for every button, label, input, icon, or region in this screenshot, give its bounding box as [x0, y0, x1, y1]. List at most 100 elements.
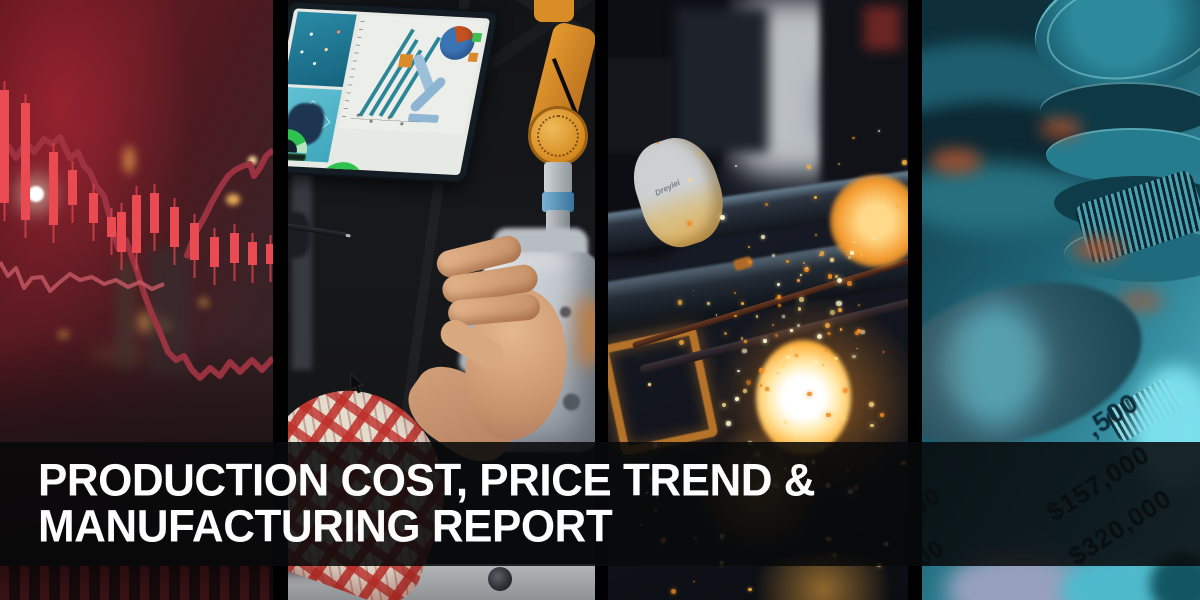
title-line-2: MANUFACTURING REPORT [38, 501, 613, 552]
spark-dot [767, 390, 770, 393]
mouse-cursor-icon [350, 374, 364, 394]
spark-dot [879, 412, 884, 417]
spark-dot [734, 314, 737, 318]
tablet-screen [288, 8, 491, 176]
spark-dot [869, 402, 874, 408]
spark-dot [882, 350, 885, 353]
city-glow [248, 156, 257, 165]
spark-dot [807, 165, 811, 169]
spark-dot [797, 323, 801, 327]
spark-dot [878, 178, 881, 181]
spark-dot [872, 237, 875, 240]
spindle [544, 162, 572, 194]
gauge-arc [316, 160, 368, 176]
spark-dot [782, 315, 785, 318]
robot-joint [528, 106, 588, 166]
warm-reflection [576, 300, 595, 364]
spark-dot [740, 337, 744, 340]
city-skyline-shadow [0, 338, 273, 450]
spark-dot [804, 267, 810, 273]
spark-dot [795, 354, 799, 358]
spark-dot [858, 303, 861, 306]
spark-dot [765, 203, 768, 206]
spark-dot [734, 396, 739, 402]
spark-dot [857, 329, 862, 334]
spark-dot [764, 374, 768, 378]
spark-dot [799, 297, 804, 302]
spark-dot [765, 387, 770, 392]
gauge-label-bar [288, 151, 307, 162]
legend-orange-swatch [467, 52, 479, 62]
spark-dot [796, 278, 800, 282]
spark-dot [755, 315, 759, 318]
orange-reflection [1040, 118, 1082, 138]
cyan-highlight [952, 300, 1042, 430]
spark-dot [849, 251, 854, 255]
spark-dot [846, 254, 849, 256]
spark-dot [856, 347, 859, 350]
spark-dot [715, 314, 718, 316]
spark-dot [734, 291, 737, 294]
spark-dot [814, 233, 817, 237]
spark-dot [719, 215, 725, 221]
spark-dot [817, 334, 823, 340]
spark-dot [688, 178, 693, 183]
gauge-row [288, 127, 373, 176]
spark-dot [782, 360, 788, 366]
spark-dot [677, 300, 683, 305]
machine-silhouette [676, 8, 768, 153]
spark-dot [647, 383, 651, 387]
spark-dot [843, 388, 849, 394]
network-chart-widget [288, 11, 357, 87]
spark-dot [787, 355, 791, 360]
spark-dot [854, 330, 859, 335]
spark-dot [852, 136, 856, 140]
title-line-1: PRODUCTION COST, PRICE TREND & [38, 455, 816, 506]
city-glow [58, 330, 69, 339]
spark-dot [776, 282, 781, 287]
spark-dot [803, 262, 805, 264]
spark-dot [692, 580, 695, 583]
orange-reflection [930, 148, 982, 174]
spark-dot [848, 255, 852, 259]
spark-dot [830, 309, 836, 315]
spark-dot [824, 323, 830, 329]
spark-dot [814, 195, 818, 199]
spark-dot [745, 379, 751, 385]
robot-arm-mount [534, 0, 574, 22]
spindle-blue-band [542, 192, 574, 212]
spark-dot [737, 369, 740, 373]
spark-dot [759, 384, 763, 388]
spark-dot [902, 160, 907, 165]
scatter-rows [348, 109, 422, 131]
spark-dot [797, 307, 802, 311]
spark-dot [776, 372, 779, 375]
spark-dot [847, 281, 852, 286]
spark-dot [723, 331, 727, 335]
spark-dot [671, 589, 676, 595]
red-helmet-hint [864, 6, 900, 50]
stylus-hand [288, 212, 310, 258]
spark-dot [741, 302, 744, 305]
orange-widget [398, 53, 414, 68]
spark-dot [819, 251, 824, 256]
spark-dot [771, 254, 775, 258]
spark-dot [779, 364, 784, 369]
spark-dot [836, 300, 842, 306]
title-band: PRODUCTION COST, PRICE TREND & MANUFACTU… [0, 442, 1200, 566]
spark-dot [836, 277, 842, 283]
spark-dot [758, 368, 764, 374]
spark-dot [783, 420, 787, 424]
spark-dot [777, 304, 781, 308]
city-glow [198, 298, 209, 307]
spark-dot [721, 403, 726, 408]
orange-reflection [1118, 290, 1164, 312]
spark-dot [686, 221, 692, 227]
spark-dot [785, 259, 790, 264]
spark-dot [790, 347, 794, 351]
spark-dot [849, 214, 852, 217]
spark-dot [679, 340, 684, 346]
spark-dot [747, 260, 752, 265]
gauge-2 [315, 160, 368, 176]
